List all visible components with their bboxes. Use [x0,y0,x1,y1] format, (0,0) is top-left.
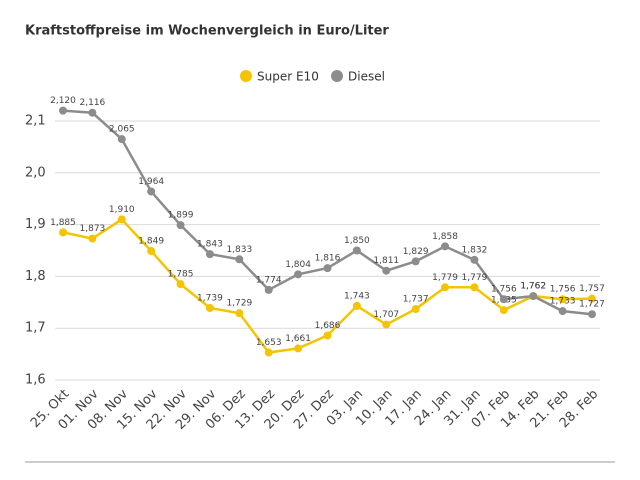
data-point [382,320,391,329]
data-label: 1,774 [256,275,282,285]
data-point [88,108,97,117]
data-label: 1,727 [579,300,605,310]
data-label: 1,757 [579,284,605,294]
data-point [323,331,332,340]
legend-label: Super E10 [257,70,319,84]
y-tick-label: 1,8 [25,269,46,284]
data-label: 1,762 [520,282,546,292]
data-point [588,310,596,319]
legend-marker [240,70,252,82]
data-point [529,292,538,301]
data-point [470,283,479,292]
data-label: 1,686 [315,321,341,331]
data-label: 1,733 [550,297,576,307]
y-tick-label: 2,0 [25,165,46,180]
data-point [117,135,126,144]
data-label: 1,756 [491,285,517,295]
data-point [235,255,244,264]
legend-label: Diesel [348,70,385,84]
data-point [264,285,273,294]
data-point [411,305,420,314]
y-tick-label: 1,7 [25,321,46,336]
y-tick-label: 2,1 [25,114,46,129]
data-point [59,106,67,115]
data-label: 1,816 [315,254,341,264]
data-point [382,266,391,275]
data-label: 1,707 [373,310,399,320]
data-label: 1,779 [432,273,458,283]
data-point [411,257,420,266]
data-point [470,255,479,264]
data-label: 1,729 [226,299,252,309]
data-label: 1,910 [109,205,135,215]
data-label: 1,661 [285,334,311,344]
data-label: 1,833 [226,245,252,255]
data-point [588,294,596,303]
data-point [147,247,156,256]
data-label: 1,832 [462,245,488,255]
data-point [441,283,450,292]
data-label: 1,843 [197,240,223,250]
data-label: 1,737 [403,295,429,305]
data-label: 1,829 [403,247,429,257]
data-label: 1,804 [285,260,311,270]
data-label: 1,849 [138,237,164,247]
data-point [558,307,567,316]
data-point [147,187,156,196]
data-point [294,344,303,353]
data-point [205,303,214,312]
data-label: 1,885 [50,218,76,228]
data-label: 1,756 [550,285,576,295]
data-point [294,270,303,279]
y-tick-label: 1,9 [25,217,46,232]
data-point [59,228,67,237]
data-label: 1,779 [462,273,488,283]
y-tick-label: 1,6 [25,373,46,388]
legend-marker [331,70,343,82]
data-point [88,234,97,243]
data-point [264,348,273,357]
data-label: 2,065 [109,125,135,135]
data-point [323,264,332,273]
data-label: 1,739 [197,293,223,303]
data-point [558,295,567,304]
data-point [117,215,126,224]
data-point [352,246,361,255]
data-label: 1,964 [138,177,164,187]
data-point [441,242,450,251]
data-label: 1,873 [80,224,106,234]
data-point [499,306,508,315]
data-label: 1,743 [344,291,370,301]
data-point [176,221,185,230]
data-label: 1,762 [520,282,546,292]
data-point [352,301,361,310]
data-point [499,295,508,304]
data-point [235,309,244,318]
data-label: 1,850 [344,236,370,246]
data-label: 1,858 [432,232,458,242]
data-label: 1,899 [168,211,194,221]
data-label: 2,120 [50,96,76,106]
data-label: 1,785 [168,270,194,280]
data-label: 1,811 [373,256,399,266]
chart-title: Kraftstoffpreise im Wochenvergleich in E… [25,24,389,39]
data-label: 2,116 [80,98,106,108]
series-line [62,109,593,316]
data-point [176,280,185,289]
data-label: 1,653 [256,338,282,348]
data-point [205,250,214,259]
